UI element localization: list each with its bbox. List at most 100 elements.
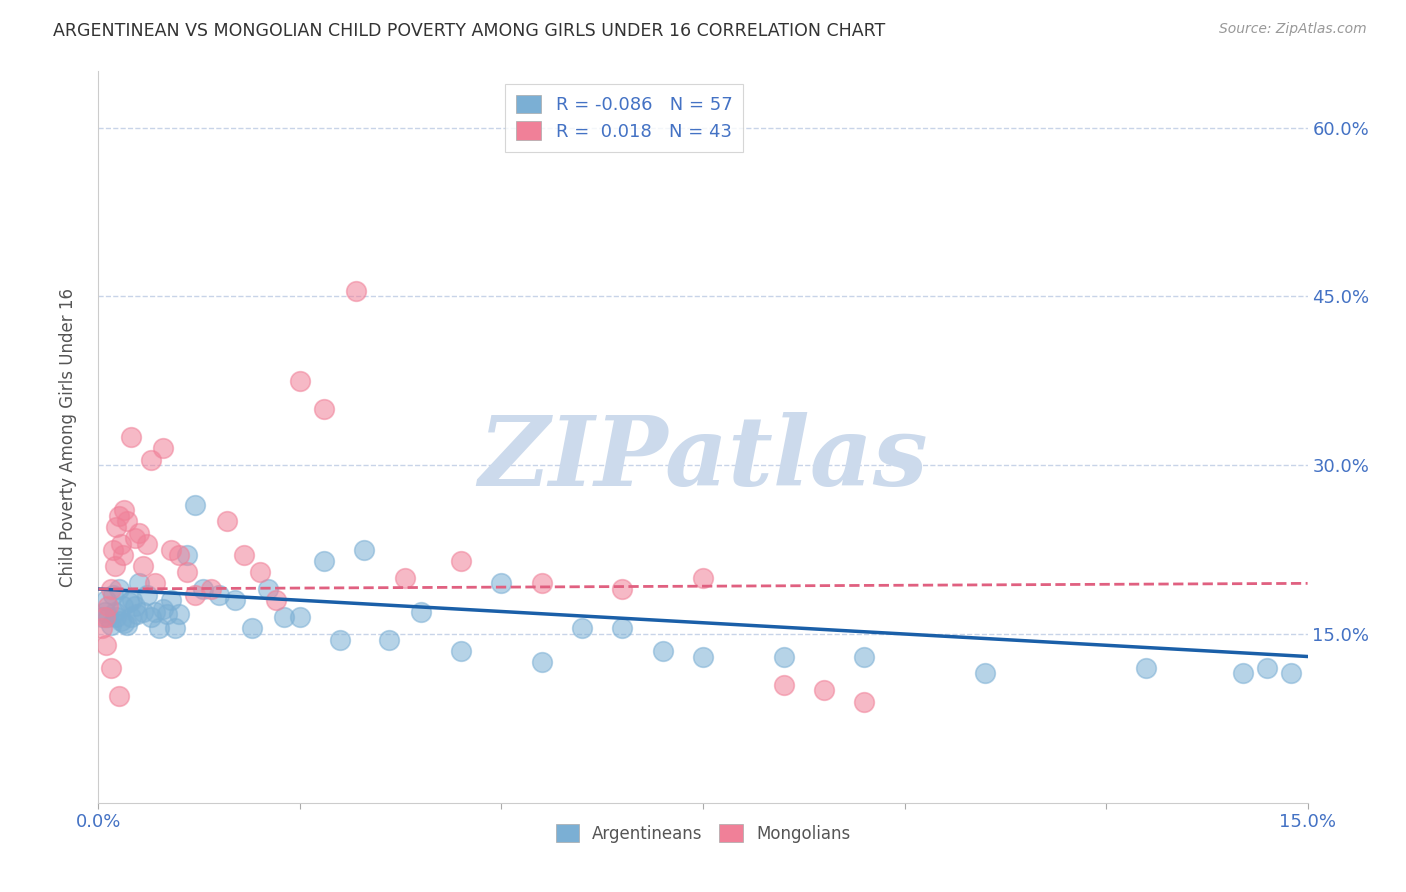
- Point: [193, 582, 215, 596]
- Point: [111, 599, 134, 613]
- Point: [571, 621, 593, 635]
- Point: [156, 607, 179, 621]
- Point: [94, 605, 117, 619]
- Point: [184, 588, 207, 602]
- Point: [124, 532, 146, 546]
- Text: ARGENTINEAN VS MONGOLIAN CHILD POVERTY AMONG GIRLS UNDER 16 CORRELATION CHART: ARGENTINEAN VS MONGOLIAN CHILD POVERTY A…: [53, 22, 886, 40]
- Point: [176, 548, 198, 562]
- Point: [105, 610, 128, 624]
- Point: [127, 607, 149, 621]
- Point: [450, 644, 472, 658]
- Point: [112, 615, 135, 630]
- Point: [394, 571, 416, 585]
- Point: [110, 614, 132, 628]
- Point: [160, 542, 183, 557]
- Point: [184, 498, 207, 512]
- Point: [120, 430, 142, 444]
- Point: [200, 582, 222, 596]
- Point: [101, 542, 124, 557]
- Point: [217, 515, 239, 529]
- Point: [813, 683, 835, 698]
- Point: [143, 576, 166, 591]
- Point: [132, 605, 155, 619]
- Point: [450, 554, 472, 568]
- Point: [148, 621, 170, 635]
- Point: [100, 582, 122, 596]
- Point: [264, 593, 287, 607]
- Point: [100, 661, 122, 675]
- Point: [772, 678, 794, 692]
- Point: [167, 548, 190, 562]
- Point: [100, 618, 122, 632]
- Point: [107, 582, 129, 596]
- Point: [853, 694, 876, 708]
- Point: [132, 559, 155, 574]
- Point: [530, 655, 553, 669]
- Point: [103, 605, 125, 619]
- Point: [139, 452, 162, 467]
- Point: [107, 508, 129, 523]
- Point: [152, 442, 174, 456]
- Point: [97, 599, 120, 613]
- Point: [107, 689, 129, 703]
- Point: [612, 582, 634, 596]
- Point: [772, 649, 794, 664]
- Point: [94, 610, 117, 624]
- Point: [105, 520, 128, 534]
- Point: [96, 638, 118, 652]
- Point: [208, 588, 231, 602]
- Point: [128, 525, 150, 540]
- Point: [353, 542, 375, 557]
- Point: [256, 582, 278, 596]
- Point: [853, 649, 876, 664]
- Point: [115, 618, 138, 632]
- Point: [329, 632, 352, 647]
- Point: [232, 548, 254, 562]
- Point: [1256, 661, 1278, 675]
- Point: [120, 610, 142, 624]
- Point: [101, 588, 124, 602]
- Point: [111, 548, 134, 562]
- Point: [176, 565, 198, 579]
- Point: [1232, 666, 1254, 681]
- Point: [110, 537, 132, 551]
- Point: [491, 576, 513, 591]
- Point: [692, 571, 714, 585]
- Point: [121, 593, 143, 607]
- Point: [344, 284, 367, 298]
- Point: [160, 593, 183, 607]
- Point: [377, 632, 399, 647]
- Point: [96, 593, 118, 607]
- Point: [163, 621, 186, 635]
- Point: [97, 610, 120, 624]
- Point: [124, 599, 146, 613]
- Point: [314, 401, 336, 416]
- Text: ZIPatlas: ZIPatlas: [478, 412, 928, 506]
- Point: [112, 503, 135, 517]
- Text: Source: ZipAtlas.com: Source: ZipAtlas.com: [1219, 22, 1367, 37]
- Point: [1135, 661, 1157, 675]
- Point: [974, 666, 997, 681]
- Point: [273, 610, 295, 624]
- Point: [103, 559, 125, 574]
- Point: [288, 374, 311, 388]
- Point: [651, 644, 673, 658]
- Point: [91, 621, 114, 635]
- Point: [118, 595, 141, 609]
- Point: [152, 602, 174, 616]
- Point: [224, 593, 246, 607]
- Point: [314, 554, 336, 568]
- Point: [135, 537, 157, 551]
- Point: [692, 649, 714, 664]
- Point: [135, 588, 157, 602]
- Point: [91, 610, 114, 624]
- Point: [1281, 666, 1303, 681]
- Point: [115, 515, 138, 529]
- Point: [530, 576, 553, 591]
- Legend: Argentineans, Mongolians: Argentineans, Mongolians: [548, 818, 858, 849]
- Point: [240, 621, 263, 635]
- Y-axis label: Child Poverty Among Girls Under 16: Child Poverty Among Girls Under 16: [59, 287, 77, 587]
- Point: [249, 565, 271, 579]
- Point: [128, 576, 150, 591]
- Point: [139, 610, 162, 624]
